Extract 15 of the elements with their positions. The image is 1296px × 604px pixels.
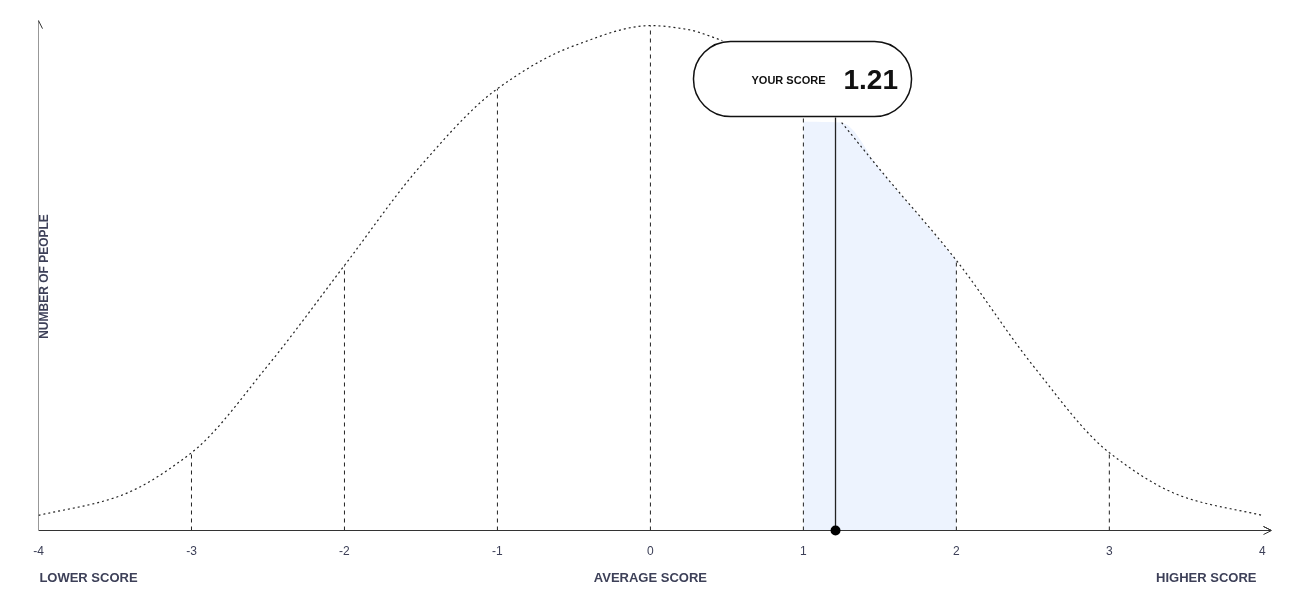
x-tick-label: -3 xyxy=(186,543,198,558)
x-tick-label: 1 xyxy=(800,543,808,558)
x-tick-label: 2 xyxy=(953,543,961,558)
x-tick-label: -1 xyxy=(492,543,504,558)
x-axis-title: AVERAGE SCORE xyxy=(593,569,708,585)
ref-line-label: YOUR SCORE xyxy=(751,73,826,86)
x-tick-label: -4 xyxy=(33,543,45,558)
y-axis-title: NUMBER OF PEOPLE xyxy=(36,214,51,339)
x-tick-label: 4 xyxy=(1258,543,1266,558)
text: LOWER SCORE xyxy=(39,569,138,585)
x-tick-label: 0 xyxy=(647,543,655,558)
text: HIGHER SCORE xyxy=(1156,569,1257,585)
annotation: 1.21 xyxy=(843,64,899,95)
x-tick-label: 3 xyxy=(1106,543,1114,558)
x-tick-label: -2 xyxy=(339,543,351,558)
